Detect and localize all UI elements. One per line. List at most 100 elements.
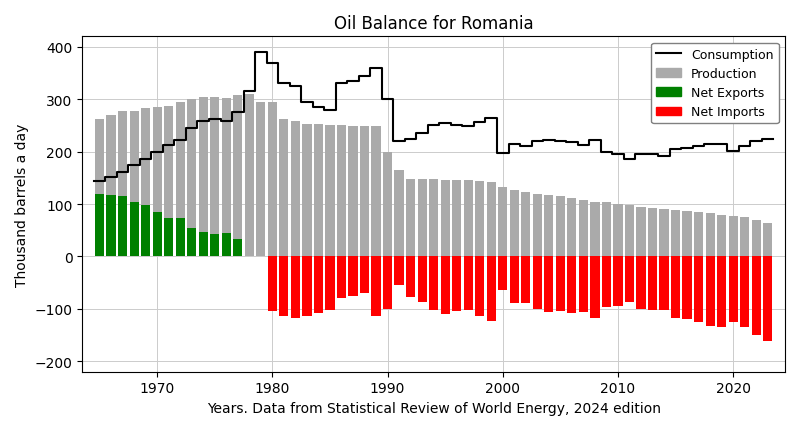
Bar bbox=[118, 196, 127, 257]
Consumption bbox=[630, 157, 640, 163]
Bar bbox=[441, 181, 450, 257]
Bar bbox=[533, 195, 542, 257]
Bar bbox=[233, 96, 242, 257]
Bar bbox=[659, 257, 669, 310]
Bar bbox=[222, 98, 231, 257]
Bar bbox=[360, 127, 369, 257]
Bar bbox=[164, 107, 174, 257]
Bar bbox=[406, 179, 415, 257]
Bar bbox=[187, 228, 196, 257]
Bar bbox=[153, 108, 162, 257]
Bar bbox=[614, 257, 622, 306]
Bar bbox=[717, 215, 726, 257]
Bar bbox=[486, 183, 496, 257]
Bar bbox=[625, 257, 634, 302]
Bar bbox=[544, 196, 554, 257]
Bar bbox=[636, 207, 646, 257]
Bar bbox=[210, 97, 219, 257]
Bar bbox=[222, 233, 231, 257]
Bar bbox=[486, 257, 496, 321]
Bar bbox=[130, 203, 138, 257]
Bar bbox=[326, 126, 334, 257]
Bar bbox=[694, 212, 703, 257]
Bar bbox=[475, 182, 484, 257]
Bar bbox=[314, 125, 323, 257]
Bar bbox=[625, 206, 634, 257]
Bar bbox=[463, 181, 473, 257]
Bar bbox=[153, 212, 162, 257]
Bar bbox=[533, 257, 542, 310]
Consumption bbox=[227, 111, 237, 116]
Bar bbox=[740, 218, 750, 257]
Bar bbox=[394, 257, 404, 286]
Bar bbox=[441, 257, 450, 314]
Bar bbox=[187, 100, 196, 257]
Consumption bbox=[769, 137, 778, 142]
Bar bbox=[210, 234, 219, 257]
Bar bbox=[256, 103, 266, 257]
Bar bbox=[602, 203, 611, 257]
Bar bbox=[729, 217, 738, 257]
Bar bbox=[130, 111, 138, 257]
Bar bbox=[498, 257, 507, 291]
Bar bbox=[694, 257, 703, 322]
Bar bbox=[394, 171, 404, 257]
Bar bbox=[348, 257, 358, 296]
Bar bbox=[429, 179, 438, 257]
Bar bbox=[556, 257, 565, 312]
Line: Consumption: Consumption bbox=[94, 53, 774, 182]
Bar bbox=[290, 122, 300, 257]
Bar bbox=[556, 197, 565, 257]
Bar bbox=[498, 188, 507, 257]
Bar bbox=[578, 257, 588, 312]
Bar bbox=[302, 125, 311, 257]
Consumption bbox=[619, 152, 629, 157]
Bar bbox=[279, 120, 289, 257]
Bar bbox=[648, 209, 657, 257]
Bar bbox=[567, 199, 577, 257]
Bar bbox=[682, 257, 692, 319]
Bar bbox=[302, 257, 311, 316]
Bar bbox=[751, 220, 761, 257]
Bar bbox=[245, 95, 254, 257]
Bar bbox=[418, 179, 426, 257]
Bar bbox=[268, 257, 277, 312]
Consumption bbox=[562, 140, 571, 145]
Bar bbox=[544, 257, 554, 312]
Bar bbox=[602, 257, 611, 307]
Bar bbox=[198, 97, 208, 257]
Bar bbox=[590, 203, 599, 257]
Bar bbox=[175, 103, 185, 257]
Bar bbox=[636, 257, 646, 309]
Bar bbox=[510, 190, 519, 257]
Bar bbox=[671, 257, 680, 318]
Legend: Consumption, Production, Net Exports, Net Imports: Consumption, Production, Net Exports, Ne… bbox=[651, 43, 778, 124]
Bar bbox=[682, 212, 692, 257]
Bar bbox=[567, 257, 577, 313]
Bar bbox=[763, 257, 772, 341]
Bar bbox=[337, 126, 346, 257]
Bar bbox=[648, 257, 657, 311]
Bar bbox=[418, 257, 426, 302]
Bar bbox=[452, 181, 462, 257]
Bar bbox=[729, 257, 738, 322]
Bar bbox=[590, 257, 599, 319]
Bar bbox=[510, 257, 519, 303]
Bar bbox=[383, 152, 392, 257]
Bar bbox=[141, 206, 150, 257]
Bar bbox=[164, 218, 174, 257]
Bar bbox=[314, 257, 323, 313]
Bar bbox=[279, 257, 289, 316]
Bar bbox=[371, 127, 381, 257]
Bar bbox=[360, 257, 369, 293]
Bar bbox=[118, 111, 127, 257]
Bar bbox=[198, 232, 208, 257]
Bar bbox=[717, 257, 726, 327]
Bar bbox=[671, 211, 680, 257]
Bar bbox=[578, 201, 588, 257]
Bar bbox=[141, 109, 150, 257]
Bar bbox=[706, 213, 714, 257]
Bar bbox=[371, 257, 381, 316]
Bar bbox=[95, 120, 104, 257]
Bar bbox=[659, 210, 669, 257]
